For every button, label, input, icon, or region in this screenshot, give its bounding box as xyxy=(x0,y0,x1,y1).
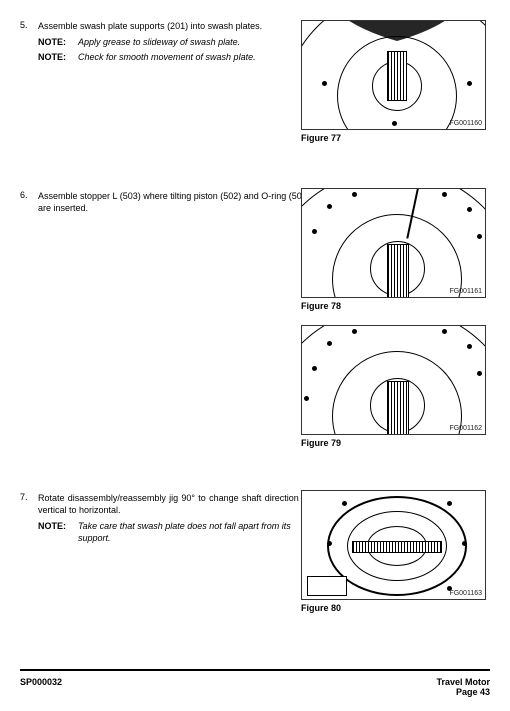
note-label: NOTE: xyxy=(38,51,78,63)
note-text: Check for smooth movement of swash plate… xyxy=(78,51,320,63)
footer-doc-id: SP000032 xyxy=(20,677,62,697)
footer: SP000032 Travel Motor Page 43 xyxy=(20,677,490,697)
hand-icon xyxy=(302,21,486,130)
note-row: NOTE: Apply grease to slideway of swash … xyxy=(38,36,320,48)
note-row: NOTE: Take care that swash plate does no… xyxy=(38,520,320,544)
step-text: Assemble swash plate supports (201) into… xyxy=(38,20,320,32)
step-number: 5. xyxy=(20,20,38,66)
figure-code: FG001162 xyxy=(449,425,482,432)
note-row: NOTE: Check for smooth movement of swash… xyxy=(38,51,320,63)
note-text: Apply grease to slideway of swash plate. xyxy=(78,36,320,48)
step-text: Assemble stopper L (503) where tilting p… xyxy=(38,190,320,214)
figure-code: FG001160 xyxy=(449,120,482,127)
step-number: 6. xyxy=(20,190,38,218)
figure-image: FG001161 xyxy=(301,188,486,298)
figure-77: FG001160 Figure 77 xyxy=(301,20,486,143)
footer-section-title: Travel Motor xyxy=(436,677,490,687)
note-text: Take care that swash plate does not fall… xyxy=(78,520,320,544)
figure-code: FG001163 xyxy=(449,590,482,597)
figure-image: FG001163 xyxy=(301,490,486,600)
figure-80: FG001163 Figure 80 xyxy=(301,490,486,613)
step-text: Rotate disassembly/reassembly jig 90° to… xyxy=(38,492,320,516)
figure-caption: Figure 80 xyxy=(301,603,486,613)
page: 5. Assemble swash plate supports (201) i… xyxy=(0,0,510,711)
figure-image: FG001160 xyxy=(301,20,486,130)
step-number: 7. xyxy=(20,492,38,548)
figure-image: FG001162 xyxy=(301,325,486,435)
figure-caption: Figure 78 xyxy=(301,301,486,311)
figure-caption: Figure 79 xyxy=(301,438,486,448)
figure-79: FG001162 Figure 79 xyxy=(301,325,486,448)
footer-right: Travel Motor Page 43 xyxy=(436,677,490,697)
note-label: NOTE: xyxy=(38,36,78,48)
figure-code: FG001161 xyxy=(449,288,482,295)
figure-78: FG001161 Figure 78 xyxy=(301,188,486,311)
figure-caption: Figure 77 xyxy=(301,133,486,143)
note-label: NOTE: xyxy=(38,520,78,544)
footer-page-number: Page 43 xyxy=(436,687,490,697)
footer-rule xyxy=(20,669,490,671)
